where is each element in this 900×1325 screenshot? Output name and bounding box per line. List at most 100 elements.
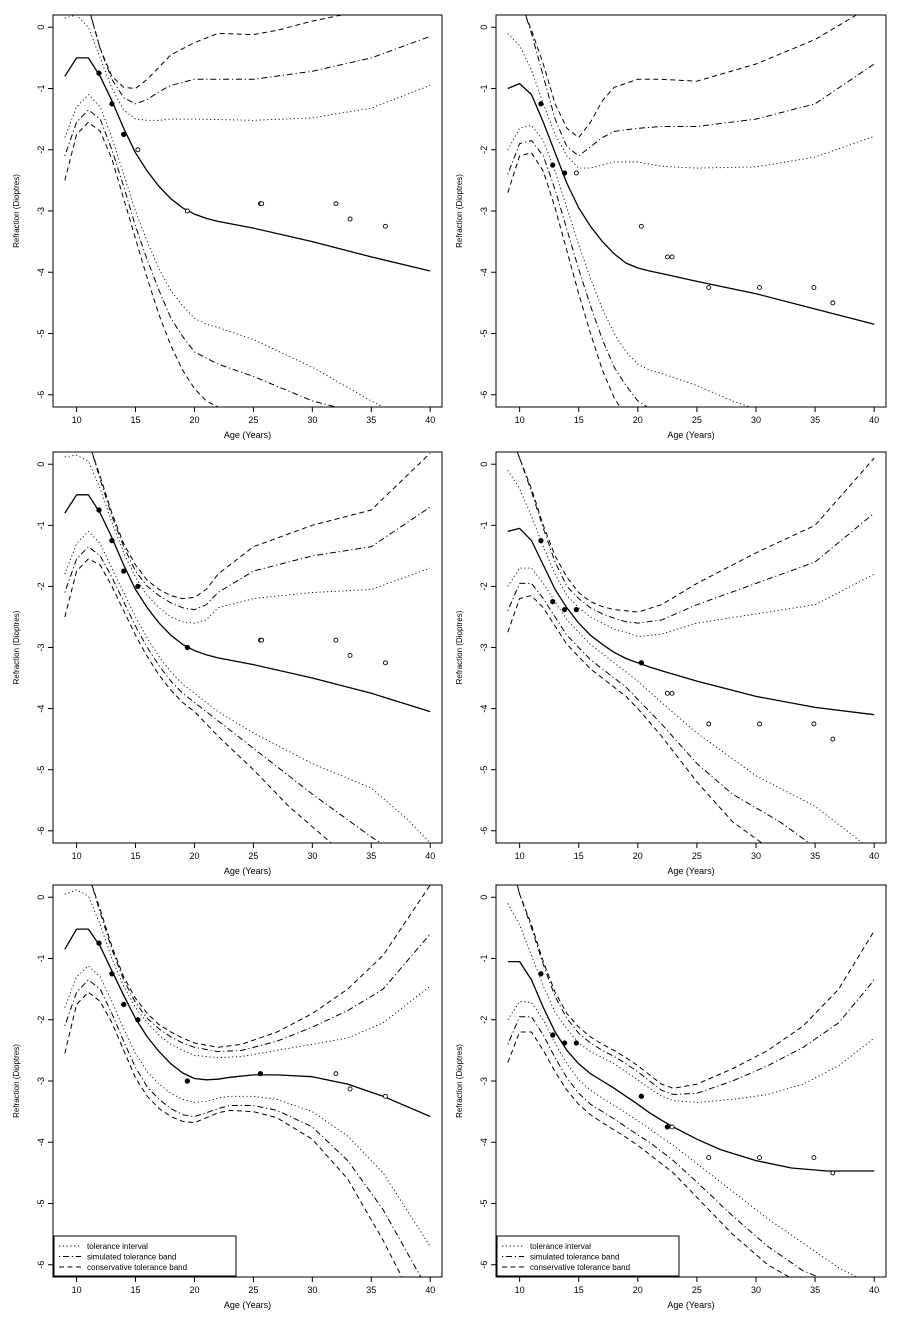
legend-box xyxy=(53,1235,237,1277)
x-tick-label: 10 xyxy=(72,1285,82,1295)
data-point-filled xyxy=(121,568,127,574)
x-tick-label: 35 xyxy=(366,1285,376,1295)
data-point-filled xyxy=(184,1078,191,1084)
data-point-open xyxy=(757,285,762,291)
x-tick-label: 30 xyxy=(751,415,761,425)
data-point-open xyxy=(135,147,141,153)
x-tick-label: 40 xyxy=(869,851,879,861)
x-tick-label: 35 xyxy=(810,1285,820,1295)
series-line-simulated-upper xyxy=(516,452,875,624)
y-tick-label: -4 xyxy=(479,268,489,276)
data-point-open xyxy=(664,254,670,260)
data-point-open xyxy=(811,721,817,727)
data-point-open xyxy=(811,1155,817,1161)
data-point-open xyxy=(382,660,388,666)
data-point-filled xyxy=(109,537,115,544)
y-axis-label: Refraction (Dioptres) xyxy=(455,1044,464,1118)
series-line-simulated-upper xyxy=(91,452,431,611)
data-point-open xyxy=(333,1071,339,1077)
x-axis-label: Age (Years) xyxy=(224,1300,271,1310)
x-axis-label: Age (Years) xyxy=(667,866,714,876)
series-line-tolerance-lower xyxy=(507,124,751,407)
data-point-filled xyxy=(538,101,544,107)
x-tick-label: 40 xyxy=(869,415,879,425)
data-point-filled xyxy=(109,971,115,977)
data-point-filled xyxy=(561,170,568,176)
data-point-open xyxy=(706,1155,712,1161)
legend-label: simulated tolerance band xyxy=(530,1253,619,1262)
x-tick-label: 25 xyxy=(248,415,258,425)
x-tick-label: 30 xyxy=(307,1285,317,1295)
x-tick-label: 10 xyxy=(515,851,525,861)
y-tick-label: -5 xyxy=(479,329,489,337)
y-tick-label: -3 xyxy=(479,1077,489,1085)
x-tick-label: 25 xyxy=(692,1285,702,1295)
data-point-open xyxy=(638,223,644,229)
y-tick-label: -3 xyxy=(479,207,489,215)
y-tick-label: -5 xyxy=(36,766,46,774)
y-tick-label: -5 xyxy=(36,329,46,337)
series-line-conservative-lower xyxy=(507,152,621,407)
x-tick-label: 25 xyxy=(692,851,702,861)
x-axis-label: Age (Years) xyxy=(224,866,271,876)
y-axis-label: Refraction (Dioptres) xyxy=(455,174,464,248)
series-line-simulated-upper xyxy=(90,15,431,105)
plot-frame xyxy=(495,14,887,408)
y-tick-label: -2 xyxy=(479,1016,489,1024)
series-lines xyxy=(64,15,431,407)
data-point-filled xyxy=(96,507,102,513)
series-line-tolerance-upper xyxy=(507,33,875,169)
y-tick-label: 0 xyxy=(479,462,489,467)
x-axis-label: Age (Years) xyxy=(667,430,714,440)
y-tick-label: -6 xyxy=(36,1261,46,1269)
data-point-open xyxy=(757,1155,762,1161)
x-tick-label: 25 xyxy=(248,851,258,861)
y-tick-label: 0 xyxy=(479,895,489,900)
data-point-filled xyxy=(121,1001,127,1008)
y-tick-label: -4 xyxy=(36,705,46,713)
series-line-conservative-upper xyxy=(516,452,875,613)
y-tick-label: -3 xyxy=(36,643,46,651)
series-line-conservative-lower xyxy=(507,595,763,843)
data-point-filled xyxy=(135,1017,141,1023)
data-point-filled xyxy=(135,583,141,590)
legend: tolerance interval simulated tolerance ba… xyxy=(53,1235,237,1277)
x-tick-label: 25 xyxy=(248,1285,258,1295)
data-point-open xyxy=(669,1124,675,1130)
y-tick-label: -4 xyxy=(36,268,46,276)
series-line-tolerance-lower xyxy=(64,965,431,1247)
x-tick-label: 25 xyxy=(692,415,702,425)
series-line-simulated-upper xyxy=(91,885,431,1053)
y-tick-label: -4 xyxy=(479,705,489,713)
series-line-conservative-lower xyxy=(507,1031,790,1277)
series-line-simulated-lower xyxy=(64,979,422,1277)
data-point-filled xyxy=(109,101,115,107)
series-line-conservative-lower xyxy=(64,991,403,1277)
data-point-filled xyxy=(257,1071,264,1077)
series-lines xyxy=(64,452,431,843)
y-tick-label: -2 xyxy=(36,146,46,154)
data-point-open xyxy=(706,721,712,727)
x-tick-label: 30 xyxy=(751,1285,761,1295)
data-point-open xyxy=(347,216,353,222)
series-lines xyxy=(507,885,875,1277)
series-line-fit xyxy=(64,928,431,1118)
data-point-open xyxy=(830,300,836,306)
y-tick-label: -1 xyxy=(479,954,489,962)
x-axis-label: Age (Years) xyxy=(667,1300,714,1310)
y-tick-label: 0 xyxy=(36,462,46,467)
x-tick-label: 20 xyxy=(189,851,199,861)
legend-box xyxy=(496,1235,680,1277)
y-tick-label: -4 xyxy=(36,1138,46,1146)
y-axis-label: Refraction (Dioptres) xyxy=(12,174,21,248)
y-tick-label: -3 xyxy=(36,1077,46,1085)
series-line-simulated-lower xyxy=(64,109,337,407)
x-tick-label: 15 xyxy=(131,851,141,861)
legend-label: tolerance interval xyxy=(87,1242,148,1251)
data-point-filled xyxy=(573,606,580,613)
x-tick-label: 10 xyxy=(515,415,525,425)
y-tick-label: -6 xyxy=(479,1261,489,1269)
series-line-conservative-lower xyxy=(64,558,332,843)
data-point-open xyxy=(382,1093,388,1099)
